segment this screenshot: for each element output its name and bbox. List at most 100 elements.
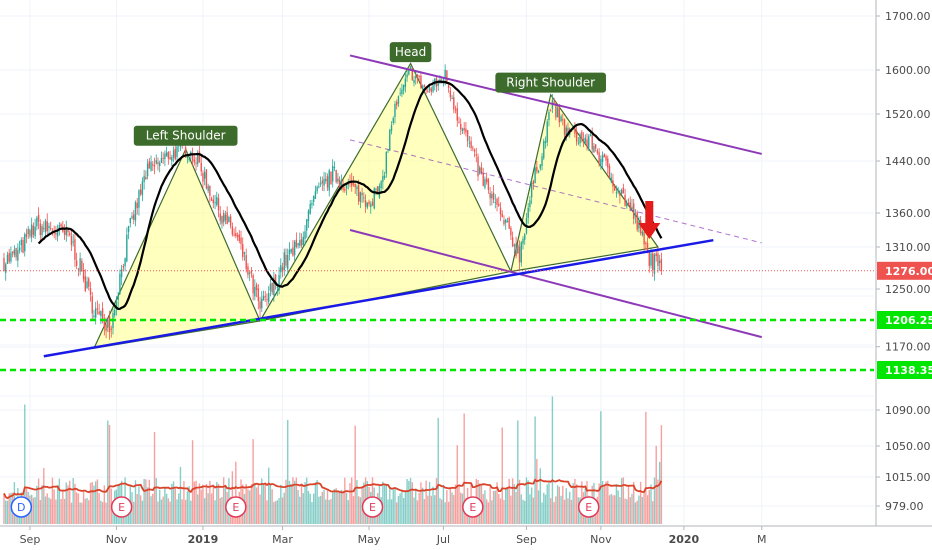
volume-bar xyxy=(402,498,405,524)
candle-body xyxy=(396,101,398,106)
volume-bar xyxy=(541,502,543,524)
candle-body xyxy=(165,152,168,157)
volume-bar xyxy=(610,493,612,524)
candle-body xyxy=(451,97,453,99)
volume-bar xyxy=(145,479,147,524)
volume-bar xyxy=(440,499,443,524)
volume-bar xyxy=(629,497,631,524)
time-tick-label: M xyxy=(757,533,767,546)
volume-bar xyxy=(359,497,362,524)
volume-bar xyxy=(487,502,490,524)
candle-body xyxy=(558,107,561,123)
volume-bar xyxy=(309,493,311,524)
price-badge xyxy=(877,311,932,329)
volume-bar xyxy=(288,480,291,524)
volume-bar xyxy=(153,431,156,524)
volume-bar xyxy=(148,479,151,524)
candle-body xyxy=(655,253,657,257)
candle-body xyxy=(48,225,50,229)
candle-body xyxy=(577,142,580,144)
volume-bar xyxy=(345,492,348,524)
candle-body xyxy=(437,80,439,86)
candle-body xyxy=(164,153,166,159)
candle-body xyxy=(392,118,394,123)
candle-body xyxy=(387,149,389,151)
volume-bar xyxy=(413,497,415,524)
volume-bar xyxy=(203,498,206,524)
volume-bar xyxy=(562,485,564,524)
volume-bar xyxy=(534,416,536,524)
volume-bar xyxy=(162,496,164,524)
candle-body xyxy=(321,180,324,184)
event-marker-text: E xyxy=(585,501,592,514)
candle-body xyxy=(243,252,246,254)
volume-bar xyxy=(254,482,256,524)
volume-bar xyxy=(337,491,339,524)
volume-bar xyxy=(198,483,201,524)
volume-bar xyxy=(565,488,567,524)
event-marker-text: E xyxy=(469,501,476,514)
volume-bar xyxy=(496,482,498,524)
candle-body xyxy=(373,188,375,209)
event-marker-circle xyxy=(10,496,33,518)
volume-bar xyxy=(617,490,619,524)
candle-body xyxy=(548,112,550,120)
candle-body xyxy=(530,183,533,198)
volume-bar xyxy=(271,489,273,524)
candle-body xyxy=(216,197,218,205)
event-marker: E xyxy=(577,496,600,518)
event-marker-circle xyxy=(225,496,247,518)
volume-bar xyxy=(191,440,194,524)
volume-bar xyxy=(354,425,356,524)
candle-body xyxy=(3,258,5,271)
volume-bar xyxy=(357,496,360,524)
candle-body xyxy=(44,220,47,233)
event-marker: E xyxy=(361,496,384,518)
event-marker-text: E xyxy=(118,501,125,514)
volume-bar xyxy=(24,404,26,524)
candle-body xyxy=(101,308,104,322)
pattern-labels: Left Shoulder Head Right Shoulder xyxy=(133,42,606,146)
volume-bar xyxy=(404,491,407,524)
candle-body xyxy=(150,161,152,171)
volume-bar xyxy=(221,496,223,524)
candle-body xyxy=(432,85,434,92)
volume-bar xyxy=(105,502,107,524)
price-badge xyxy=(877,361,932,379)
volume-bar xyxy=(169,501,171,524)
volume-bar xyxy=(332,492,334,524)
volume-bar xyxy=(544,494,547,524)
candle-body xyxy=(58,224,61,231)
volume-bar xyxy=(634,502,637,524)
candle-body xyxy=(6,254,9,265)
volume-bar xyxy=(53,489,55,524)
candle-body xyxy=(236,235,239,238)
volume-tick-label: 1050.00 xyxy=(885,440,931,453)
candle-body xyxy=(427,91,429,93)
candle-body xyxy=(41,225,43,236)
candle-body xyxy=(217,198,220,211)
volume-bar xyxy=(560,495,562,524)
candle-body xyxy=(338,179,341,186)
candle-body xyxy=(280,265,282,273)
volume-bar xyxy=(86,498,88,524)
volume-bar xyxy=(574,478,576,524)
volume-bar xyxy=(267,467,270,524)
volume-bar xyxy=(134,480,137,524)
candle-body xyxy=(532,180,535,185)
candle-body xyxy=(380,181,382,188)
volume-bar xyxy=(543,492,545,524)
candle-body xyxy=(184,147,187,156)
volume-bar xyxy=(152,493,154,524)
candle-body xyxy=(202,173,204,182)
candle-body xyxy=(235,232,237,237)
candle-body xyxy=(127,226,130,233)
volume-bar xyxy=(553,502,555,524)
candle-body xyxy=(81,260,83,271)
candle-body xyxy=(397,96,400,104)
candle-body xyxy=(293,241,296,256)
volume-bar xyxy=(406,479,408,524)
volume-ma-line xyxy=(3,478,663,500)
candle-body xyxy=(46,221,48,232)
